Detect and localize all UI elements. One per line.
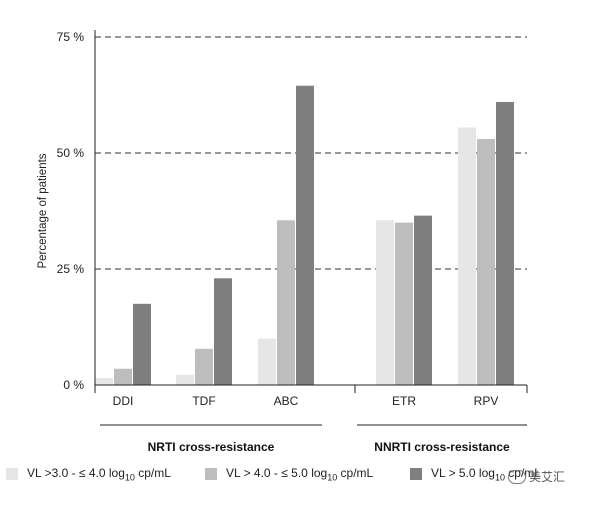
bar — [214, 278, 232, 385]
group-label: NNRTI cross-resistance — [374, 440, 510, 454]
legend-label-2: VL > 4.0 - ≤ 5.0 log10 cp/mL — [226, 466, 374, 483]
watermark: 美艾汇 — [508, 468, 565, 485]
bar — [395, 222, 413, 385]
bar — [296, 85, 314, 385]
labels: 0 % 25 % 50 % 75 % DDI TDF ABC ETR RPV Percentage… — [37, 30, 510, 454]
x-tick-label: ETR — [392, 394, 416, 408]
legend-label-1: VL >3.0 - ≤ 4.0 log10 cp/mL — [27, 466, 171, 483]
legend-swatch-3 — [410, 468, 422, 481]
axes — [94, 30, 528, 426]
legend-swatch-2 — [205, 468, 217, 481]
group-label: NRTI cross-resistance — [148, 440, 275, 454]
bar — [176, 374, 194, 385]
y-axis-label: Percentage of patients — [37, 153, 49, 268]
legend-item-1: VL >3.0 - ≤ 4.0 log10 cp/mL — [6, 466, 171, 482]
y-tick-label: 50 % — [57, 146, 85, 160]
y-tick-label: 0 % — [63, 378, 84, 392]
bars — [95, 85, 514, 386]
legend-swatch-1 — [6, 468, 18, 481]
bar — [496, 101, 514, 386]
bar — [114, 368, 132, 385]
y-tick-label: 75 % — [57, 30, 85, 44]
bar — [477, 139, 495, 385]
bar — [414, 215, 432, 385]
x-tick-label: TDF — [192, 394, 215, 408]
x-tick-label: RPV — [474, 394, 499, 408]
bar — [133, 303, 151, 385]
x-tick-label: ABC — [274, 394, 299, 408]
legend: VL >3.0 - ≤ 4.0 log10 cp/mL VL > 4.0 - ≤… — [0, 466, 595, 490]
wechat-icon — [508, 469, 526, 484]
bar — [376, 220, 394, 385]
watermark-text: 美艾汇 — [529, 470, 566, 484]
bar — [95, 378, 113, 385]
bar — [195, 348, 213, 385]
bar — [277, 220, 295, 385]
bar — [458, 127, 476, 385]
x-tick-label: DDI — [113, 394, 134, 408]
y-tick-label: 25 % — [57, 262, 85, 276]
legend-item-2: VL > 4.0 - ≤ 5.0 log10 cp/mL — [205, 466, 373, 482]
bar — [258, 338, 276, 385]
